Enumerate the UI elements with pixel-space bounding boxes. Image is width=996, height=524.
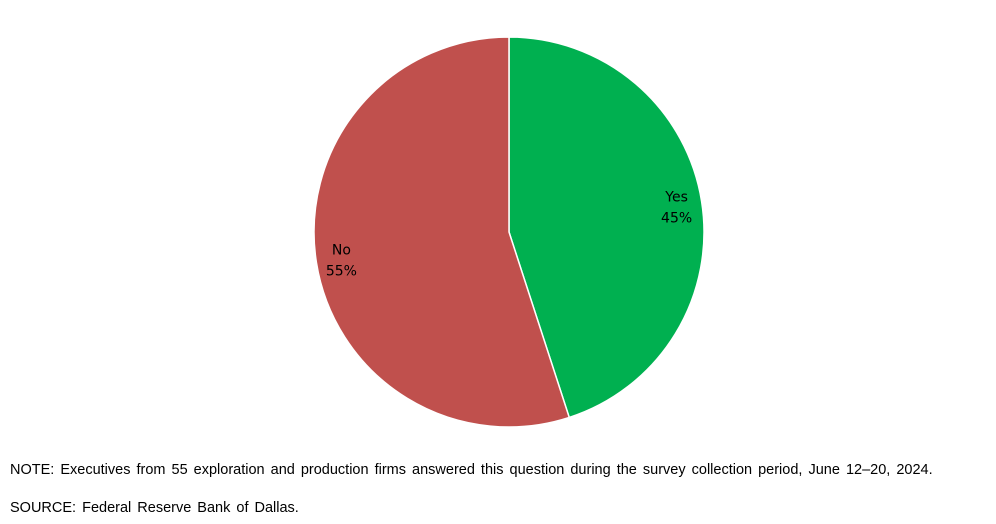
pie-labels: Yes 45% No 55%: [326, 190, 692, 280]
pie-slice-yes: [508, 36, 705, 419]
pie-slices: [313, 36, 705, 428]
pie-label-category-no: No: [332, 243, 351, 259]
pie-label-value-no: 55%: [326, 264, 357, 280]
chart-note: NOTE: Executives from 55 exploration and…: [10, 462, 933, 478]
chart-source: SOURCE: Federal Reserve Bank of Dallas.: [10, 500, 299, 516]
pie-slice-no: [313, 36, 571, 428]
pie-chart: Yes 45% No 55%: [313, 36, 705, 428]
pie-label-category-yes: Yes: [664, 190, 688, 206]
pie-label-value-yes: 45%: [661, 211, 692, 227]
